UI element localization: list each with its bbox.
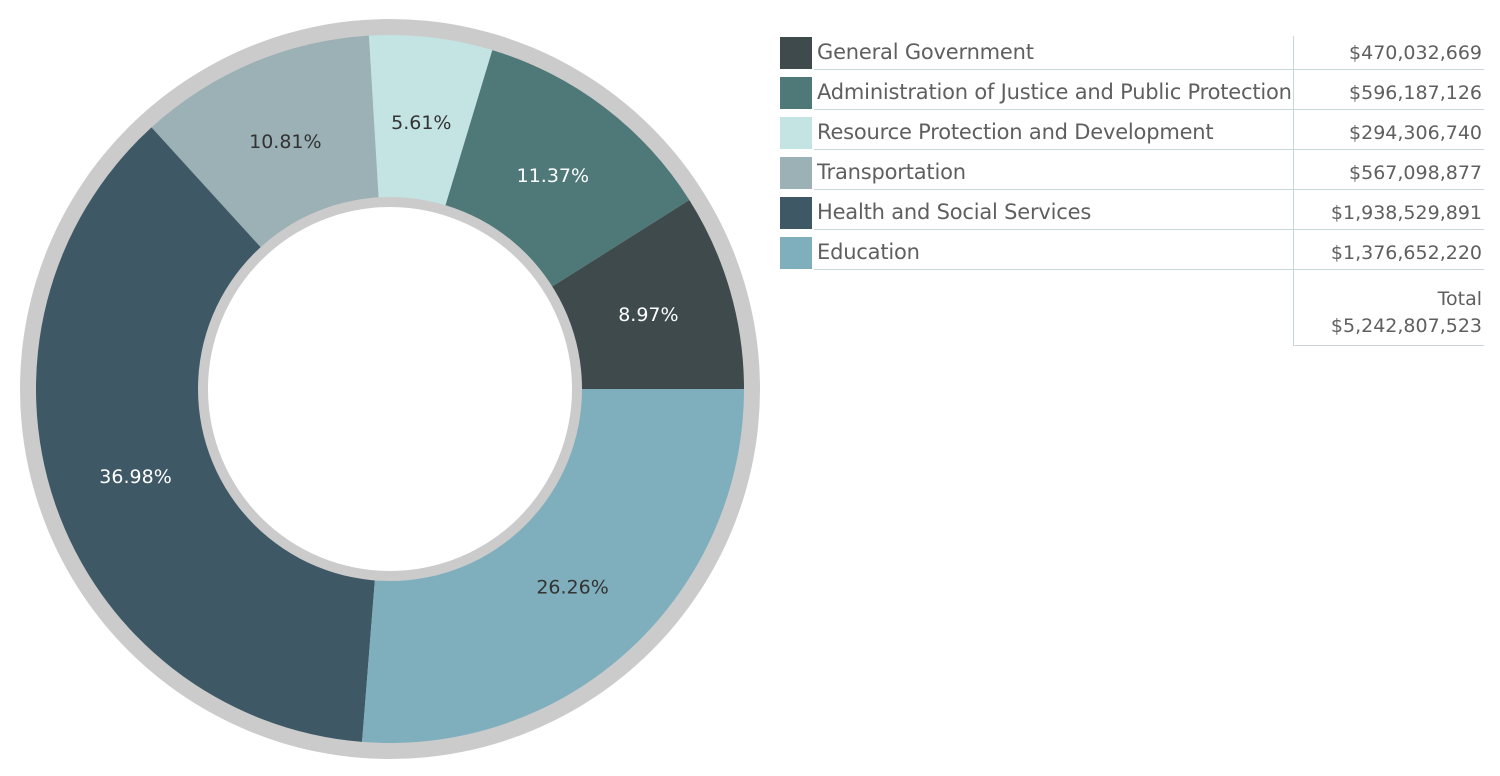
donut-slice xyxy=(368,34,493,214)
legend-label: Health and Social Services xyxy=(817,200,1092,224)
donut-hole xyxy=(208,207,572,571)
row-divider xyxy=(814,229,1484,230)
slice-percent-label: 36.98% xyxy=(99,466,171,488)
total-divider xyxy=(1293,345,1484,346)
slice-percent-label: 11.37% xyxy=(517,165,589,187)
total-value: $5,242,807,523 xyxy=(1330,315,1482,337)
legend-label: Education xyxy=(817,240,920,264)
donut-chart: 8.97% 11.37% 5.61% 10.81% 36.98% 26.26% xyxy=(20,19,760,759)
legend-value: $1,938,529,891 xyxy=(1330,202,1482,224)
legend-swatch xyxy=(780,237,812,269)
row-divider xyxy=(814,269,1484,270)
legend-label: Transportation xyxy=(817,160,966,184)
donut-slice xyxy=(442,50,690,292)
slice-group xyxy=(36,34,744,743)
slice-percent-label: 8.97% xyxy=(618,304,678,326)
legend-table: General Government $470,032,669 Administ… xyxy=(780,36,1484,346)
donut-slice xyxy=(544,199,744,389)
slice-percent-label: 10.81% xyxy=(249,131,321,153)
legend-value: $596,187,126 xyxy=(1349,82,1482,104)
total-label: Total xyxy=(1437,288,1482,310)
legend-swatch xyxy=(780,37,812,69)
legend-row: Transportation $567,098,877 xyxy=(780,156,1484,196)
legend-value: $1,376,652,220 xyxy=(1330,242,1482,264)
legend-row: Health and Social Services $1,938,529,89… xyxy=(780,196,1484,236)
legend-swatch xyxy=(780,157,812,189)
legend-value: $567,098,877 xyxy=(1349,162,1482,184)
legend-label: General Government xyxy=(817,40,1034,64)
legend-swatch xyxy=(780,117,812,149)
row-divider xyxy=(814,109,1484,110)
row-divider xyxy=(814,149,1484,150)
slice-percent-label: 26.26% xyxy=(536,577,608,599)
legend-value: $294,306,740 xyxy=(1349,122,1482,144)
legend-row: Administration of Justice and Public Pro… xyxy=(780,76,1484,116)
slice-percent-label: 5.61% xyxy=(391,112,451,134)
legend-row: Education $1,376,652,220 xyxy=(780,236,1484,276)
slice-label-group: 8.97% 11.37% 5.61% 10.81% 36.98% 26.26% xyxy=(99,112,678,599)
legend-label: Administration of Justice and Public Pro… xyxy=(817,80,1292,104)
legend-swatch xyxy=(780,197,812,229)
legend-row: Resource Protection and Development $294… xyxy=(780,116,1484,156)
donut-slice xyxy=(151,35,380,254)
total-cell: Total $5,242,807,523 xyxy=(1331,286,1482,340)
row-divider xyxy=(814,69,1484,70)
row-divider xyxy=(814,189,1484,190)
donut-slice xyxy=(362,389,744,743)
legend-divider xyxy=(1293,36,1294,346)
legend-swatch xyxy=(780,77,812,109)
legend-value: $470,032,669 xyxy=(1349,42,1482,64)
legend-label: Resource Protection and Development xyxy=(817,120,1214,144)
legend-row: General Government $470,032,669 xyxy=(780,36,1484,76)
